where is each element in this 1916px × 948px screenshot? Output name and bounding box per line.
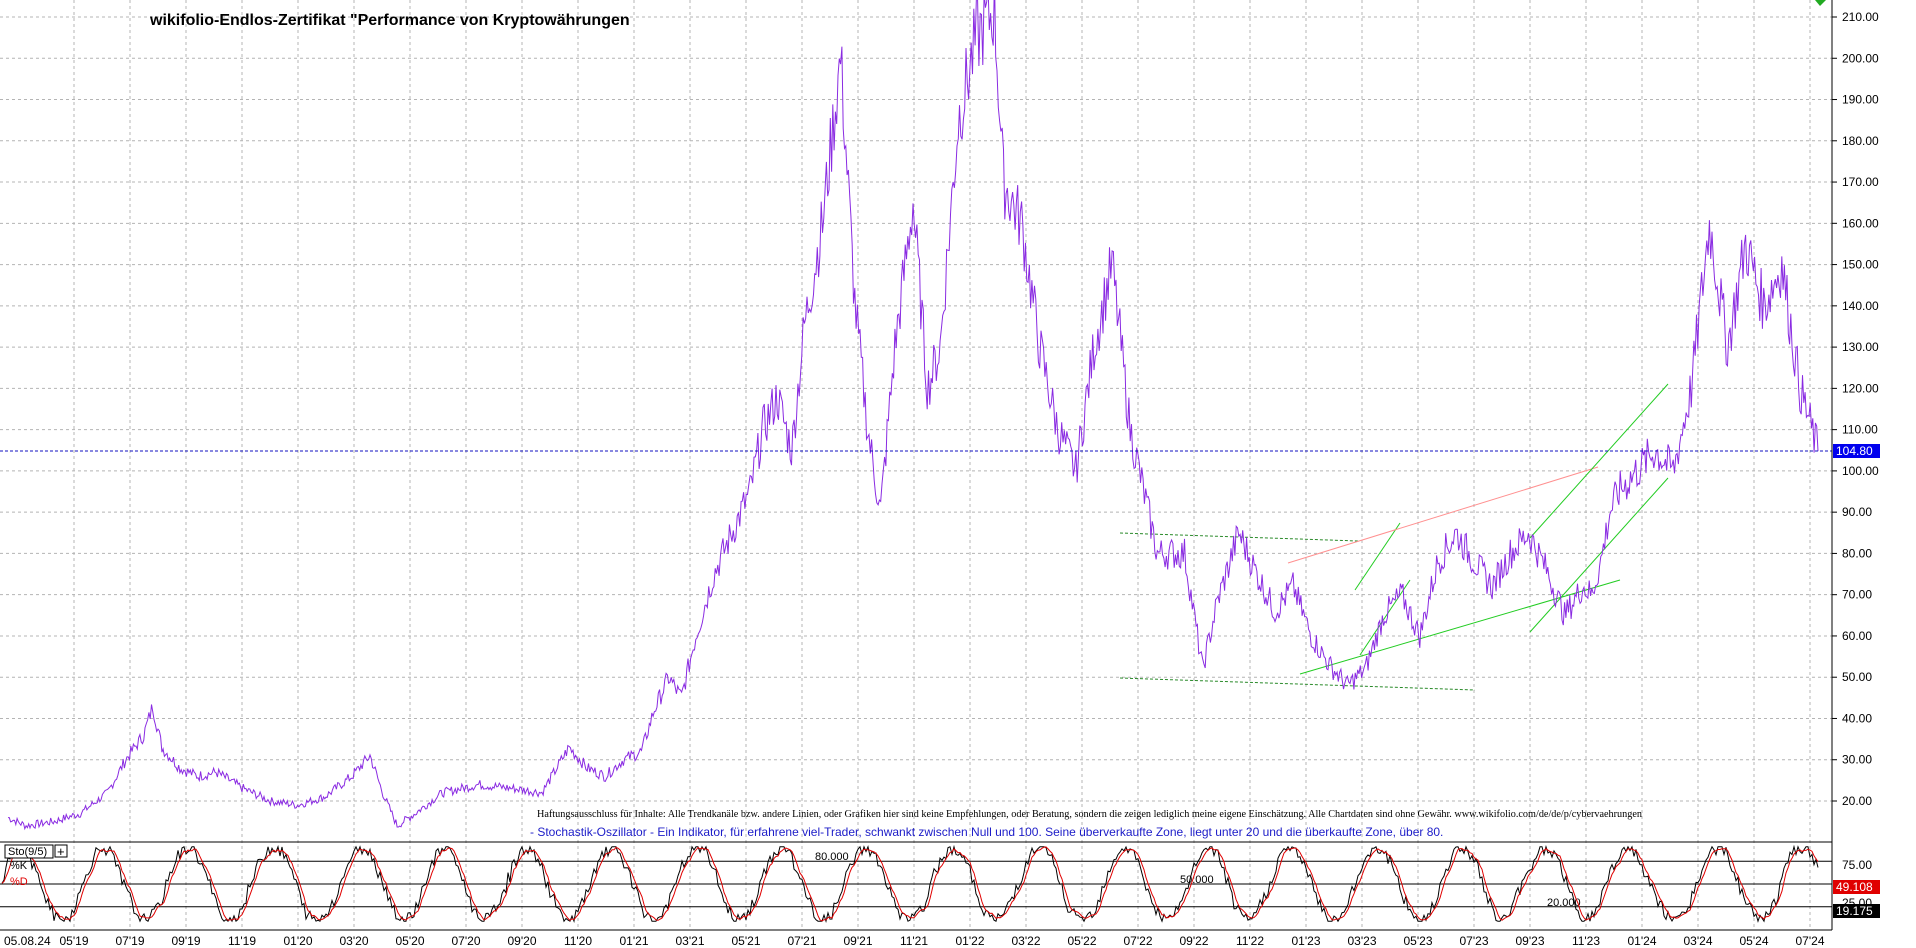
y-tick-label: 60.00 (1842, 629, 1872, 643)
marker-icon (1815, 0, 1826, 6)
price-line (8, 0, 1819, 831)
trend-line (1529, 383, 1669, 539)
osc-y-tick: 75.00 (1842, 858, 1872, 872)
x-tick-label: 11'22 (1236, 934, 1264, 948)
y-tick-label: 80.00 (1842, 546, 1872, 560)
plus-icon: + (57, 844, 65, 859)
x-tick-label: 01'23 (1292, 934, 1321, 948)
expand-button[interactable] (54, 844, 68, 858)
osc-last-badge-k (1833, 904, 1880, 918)
y-tick-label: 100.00 (1842, 464, 1879, 478)
y-tick-label: 210.00 (1842, 10, 1879, 24)
x-tick-label: 03'22 (1012, 934, 1041, 948)
x-tick-label: 05'24 (1740, 934, 1769, 948)
osc-last-label-k: 19.175 (1836, 904, 1873, 918)
osc-level-label: 20.000 (1547, 897, 1581, 909)
trend-lines (1119, 383, 1669, 691)
trend-line (1354, 522, 1401, 591)
y-tick-label: 110.00 (1842, 423, 1878, 437)
trend-line (1299, 579, 1621, 675)
x-tick-label: 11'21 (900, 934, 928, 948)
x-tick-label: 01'21 (620, 934, 649, 948)
x-tick-label: 05'23 (1404, 934, 1433, 948)
d-legend: %D (10, 876, 28, 888)
x-tick-label: 09'19 (172, 934, 201, 948)
x-tick-label: 05'19 (60, 934, 89, 948)
x-tick-label: 11'19 (228, 934, 256, 948)
y-tick-label: 150.00 (1842, 258, 1879, 272)
trend-line (1287, 466, 1599, 564)
y-tick-label: 50.00 (1842, 670, 1872, 684)
y-tick-label: 90.00 (1842, 505, 1872, 519)
k-legend: %K (10, 860, 28, 872)
disclaimer-text: Haftungsausschluss für Inhalte: Alle Tre… (537, 809, 1642, 820)
x-tick-label: 03'24 (1684, 934, 1713, 948)
x-tick-label: 01'22 (956, 934, 985, 948)
x-tick-label: 09'23 (1516, 934, 1545, 948)
y-tick-label: 160.00 (1842, 216, 1879, 230)
x-tick-label: 11'20 (564, 934, 592, 948)
price-series (8, 0, 1819, 831)
x-tick-label: 01'24 (1628, 934, 1657, 948)
x-tick-label: 03'20 (340, 934, 369, 948)
y-tick-label: 130.00 (1842, 340, 1879, 354)
k-line (1, 844, 1819, 924)
osc-level-label: 50.000 (1180, 874, 1214, 886)
x-tick-label: 11'23 (1572, 934, 1600, 948)
d-line (1, 846, 1819, 922)
x-tick-label: 09'21 (844, 934, 873, 948)
x-tick-label: 05.08.24 (4, 934, 51, 948)
x-axis-labels: 05.08.24 05'19 07'19 09'19 11'19 01'20 03'20 05… (4, 934, 1825, 948)
x-tick-label: 07'24 (1796, 934, 1825, 948)
y-tick-label: 70.00 (1842, 588, 1872, 602)
y-tick-label: 140.00 (1842, 299, 1879, 313)
x-tick-label: 05'22 (1068, 934, 1097, 948)
y-tick-label: 120.00 (1842, 381, 1879, 395)
y-tick-label: 190.00 (1842, 93, 1879, 107)
x-tick-label: 09'22 (1180, 934, 1209, 948)
osc-last-badge-d (1833, 880, 1880, 894)
y-axis-labels: 20.00 30.00 40.00 50.00 60.00 70.00 80.00 90.00… (1831, 0, 1879, 930)
x-tick-label: 07'19 (116, 934, 145, 948)
x-tick-label: 05'21 (732, 934, 761, 948)
x-tick-label: 01'20 (284, 934, 313, 948)
oscillator-title: Sto(9/5) (8, 846, 47, 858)
chart-title: wikifolio-Endlos-Zertifikat "Performance… (149, 12, 630, 29)
oscillator-legend-box (4, 844, 54, 859)
last-value-label: 104.80 (1836, 444, 1873, 458)
y-tick-label: 20.00 (1842, 794, 1872, 808)
last-value-badge (1833, 444, 1880, 458)
oscillator-note: - Stochastik-Oszillator - Ein Indikator,… (530, 825, 1443, 839)
x-tick-label: 03'21 (676, 934, 705, 948)
x-tick-label: 03'23 (1348, 934, 1377, 948)
y-tick-label: 200.00 (1842, 51, 1879, 65)
y-tick-label: 40.00 (1842, 711, 1872, 725)
x-tick-label: 07'21 (788, 934, 817, 948)
oscillator-legend: Sto(9/5) + %K %D (4, 844, 68, 888)
trend-line (1529, 477, 1669, 633)
x-tick-label: 07'22 (1124, 934, 1153, 948)
trend-line (1359, 579, 1411, 656)
oscillator-series (1, 844, 1819, 924)
y-tick-label: 170.00 (1842, 175, 1879, 189)
x-tick-label: 09'20 (508, 934, 537, 948)
trend-line (1119, 677, 1476, 691)
osc-level-label: 80.000 (815, 851, 849, 863)
x-tick-label: 07'20 (452, 934, 481, 948)
y-tick-label: 30.00 (1842, 753, 1872, 767)
x-tick-label: 07'23 (1460, 934, 1489, 948)
y-tick-label: 180.00 (1842, 134, 1879, 148)
x-tick-label: 05'20 (396, 934, 425, 948)
osc-last-label-d: 49.108 (1836, 880, 1873, 894)
